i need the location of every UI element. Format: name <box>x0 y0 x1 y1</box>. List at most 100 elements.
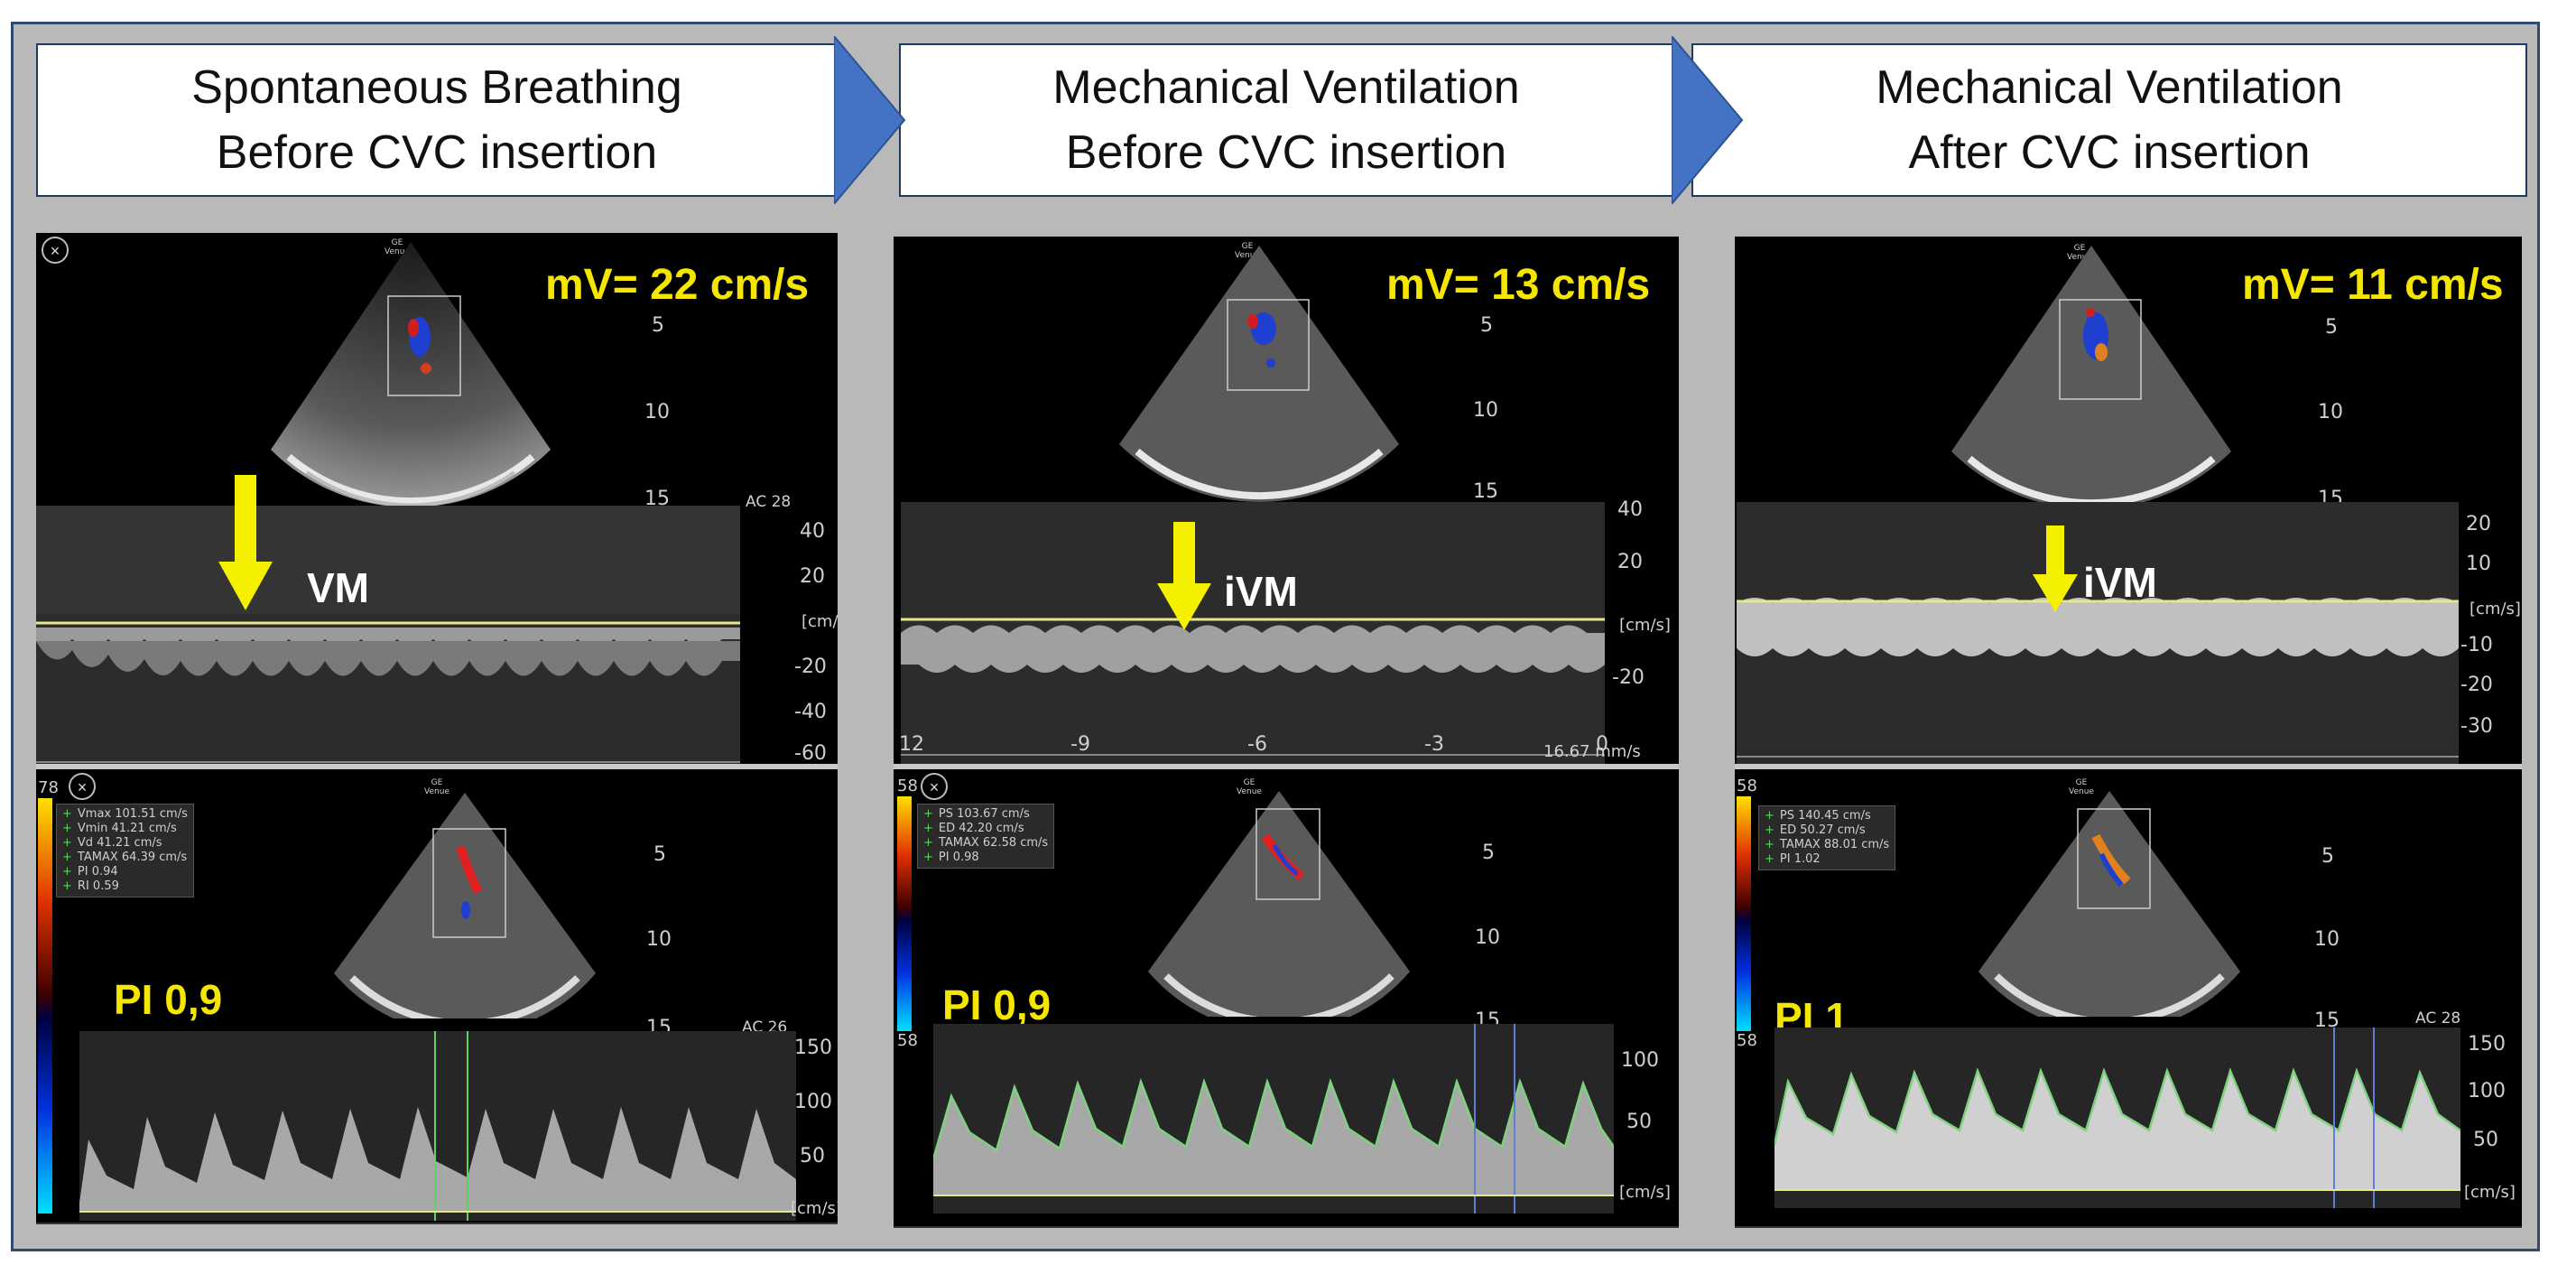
artery-doppler-strip <box>933 1024 1614 1214</box>
artery-tick: 100 <box>794 1091 832 1113</box>
color-scale-bar <box>897 796 912 1031</box>
scale-bottom-label: 58 <box>1737 1031 1757 1050</box>
scale-top-label: 58 <box>897 776 918 795</box>
scale-top-label: 58 <box>1737 776 1757 795</box>
artery-tick: 50 <box>800 1145 825 1167</box>
vein-fan-image <box>1951 246 2231 509</box>
pulsatility-index-label: PI 0,9 <box>942 981 1052 1028</box>
artery-fan-image <box>334 793 596 1018</box>
vein-tick: 20 <box>800 565 825 588</box>
ge-venue-logo: GE Venue <box>2069 778 2094 796</box>
artery-doppler-strip <box>1774 1028 2460 1208</box>
ge-venue-logo: GE Venue <box>424 778 449 796</box>
vein-doppler-strip <box>1737 502 2459 764</box>
measurement-row: + TAMAX 88.01 cm/s <box>1765 838 1890 851</box>
depth-tick: 10 <box>1473 399 1498 422</box>
vein-tick: 20 <box>2466 513 2491 535</box>
header-spontaneous-before: Spontaneous Breathing Before CVC inserti… <box>36 43 838 197</box>
vein-label: VM <box>307 564 369 611</box>
artery-tick: 150 <box>2468 1033 2506 1055</box>
artery-unit: [cm/s] <box>791 1199 838 1218</box>
mean-velocity-label: mV= 11 cm/s <box>2242 261 2504 309</box>
vein-tick: 20 <box>1617 551 1643 573</box>
ge-venue-logo: GE Venue <box>2067 244 2092 262</box>
vein-label: iVM <box>1224 568 1298 615</box>
measurement-row: + PI 1.02 <box>1765 852 1821 866</box>
pulsatility-index-label: PI 0,9 <box>114 976 223 1023</box>
header-line2: Before CVC insertion <box>1065 126 1507 179</box>
header-line1: Mechanical Ventilation <box>1052 61 1520 114</box>
vein-tick: -30 <box>2460 715 2493 738</box>
depth-tick: 5 <box>2321 845 2334 868</box>
scale-top-label: 78 <box>38 778 59 797</box>
scale-bottom-label: 58 <box>897 1031 918 1050</box>
color-scale-bar <box>1737 796 1751 1031</box>
measurement-row: + TAMAX 64.39 cm/s <box>62 851 188 864</box>
mean-velocity-label: mV= 22 cm/s <box>545 261 810 309</box>
arrow-down-icon <box>218 475 273 610</box>
artery-unit: [cm/s] <box>1619 1183 1671 1202</box>
arrow-right-icon <box>834 36 906 204</box>
ge-venue-logo: GE Venue <box>1237 778 1262 796</box>
depth-tick: 5 <box>1482 842 1495 864</box>
header-line2: After CVC insertion <box>1908 126 2311 179</box>
vein-tick: -20 <box>794 656 827 678</box>
vein-tick: 40 <box>800 520 825 543</box>
artery-tick: 100 <box>2468 1080 2506 1102</box>
vein-fan-image <box>1119 246 1399 502</box>
measurement-row: + ED 42.20 cm/s <box>923 822 1024 835</box>
vein-doppler-strip <box>901 502 1605 764</box>
vein-unit: [cm/s] <box>2469 600 2521 618</box>
artery-tick: 50 <box>2473 1129 2498 1151</box>
depth-tick: 10 <box>1475 926 1500 949</box>
artery-fan-image <box>1148 791 1410 1017</box>
artery-doppler-strip <box>79 1031 796 1221</box>
measurement-panel: + PS 103.67 cm/s + ED 42.20 cm/s + TAMAX 62… <box>917 804 1055 869</box>
measurement-row: + ED 50.27 cm/s <box>1765 823 1866 837</box>
artery-unit: [cm/s] <box>2464 1183 2516 1202</box>
arrow-down-icon <box>1157 522 1211 630</box>
vein-ac-label: AC 28 <box>746 493 792 511</box>
measurement-row: + PI 0.94 <box>62 865 118 879</box>
vein-tick: -20 <box>2460 674 2493 696</box>
artery-tick: 150 <box>794 1037 832 1059</box>
vein-doppler-strip <box>36 506 740 767</box>
ge-venue-logo: GE Venue <box>385 238 410 256</box>
vein-unit: [cm/s] <box>1619 616 1671 635</box>
vein-tick: 40 <box>1617 498 1643 521</box>
close-icon: × <box>42 237 69 264</box>
depth-tick: 10 <box>644 401 670 423</box>
measurement-panel: + Vmax 101.51 cm/s + Vmin 41.21 cm/s + Vd 4… <box>56 804 194 897</box>
time-speed-label: 16.67 mm/s <box>1543 742 1641 761</box>
time-tick: -3 <box>1424 733 1444 756</box>
vein-tick: -60 <box>794 742 827 765</box>
vein-tick: -40 <box>794 701 827 723</box>
panel-divider <box>894 764 1679 769</box>
arrow-right-icon <box>1672 36 1744 204</box>
measurement-row: + Vmax 101.51 cm/s <box>62 807 188 821</box>
measurement-row: + PS 140.45 cm/s <box>1765 809 1871 823</box>
artery-tick: 100 <box>1621 1049 1659 1072</box>
artery-fan-image <box>1978 791 2240 1017</box>
depth-tick: 10 <box>2314 928 2340 951</box>
depth-tick: 5 <box>652 314 664 337</box>
depth-tick: 10 <box>2318 401 2343 423</box>
header-ventilation-after: Mechanical Ventilation After CVC inserti… <box>1691 43 2527 197</box>
measurement-row: + Vmin 41.21 cm/s <box>62 822 177 835</box>
close-icon: × <box>921 773 948 800</box>
ge-venue-logo: GE Venue <box>1235 242 1260 260</box>
header-line1: Mechanical Ventilation <box>1876 61 2343 114</box>
ultrasound-panel-1: × GE Venue mV= 22 cm/s 5 10 15 VM AC 28 … <box>36 233 838 1224</box>
header-line1: Spontaneous Breathing <box>191 61 682 114</box>
vein-label: iVM <box>2083 559 2157 606</box>
measurement-panel: + PS 140.45 cm/s + ED 50.27 cm/s + TAMAX 88… <box>1758 805 1896 870</box>
mean-velocity-label: mV= 13 cm/s <box>1386 261 1651 309</box>
measurement-row: + TAMAX 62.58 cm/s <box>923 836 1049 850</box>
time-tick: 0 <box>1596 733 1608 756</box>
close-icon: × <box>69 773 96 800</box>
artery-ac-label: AC 28 <box>2415 1009 2461 1028</box>
time-tick: -6 <box>1247 733 1267 756</box>
measurement-row: + PI 0.98 <box>923 851 979 864</box>
depth-tick: 15 <box>1473 480 1498 503</box>
time-tick: 12 <box>899 733 924 756</box>
